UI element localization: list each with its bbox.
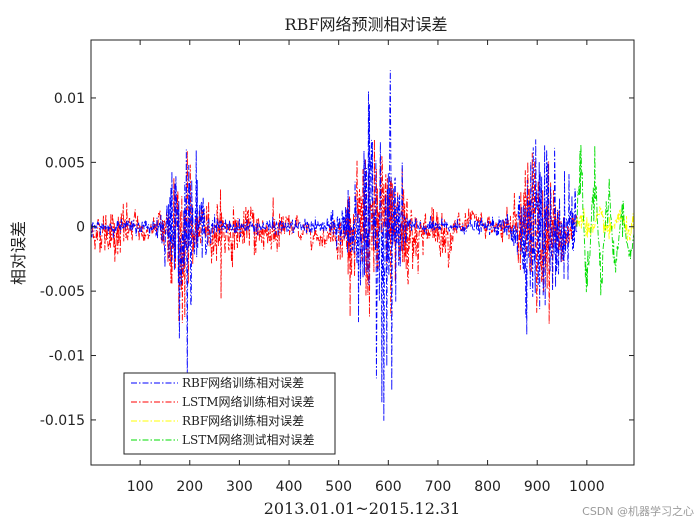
y-tick-label: -0.015 <box>40 413 85 429</box>
y-tick-label: 0.01 <box>54 91 85 107</box>
y-tick-label: -0.01 <box>49 349 85 365</box>
y-tick-label: -0.005 <box>40 284 85 300</box>
x-tick-label: 100 <box>127 479 154 495</box>
x-tick-label: 200 <box>176 479 203 495</box>
x-axis-label: 2013.01.01~2015.12.31 <box>264 499 461 518</box>
legend-entry-label: LSTM网络训练相对误差 <box>182 394 314 409</box>
series-line-0 <box>91 70 578 421</box>
series-line-2 <box>576 206 634 241</box>
series-line-3 <box>576 144 634 296</box>
legend-entry-label: RBF网络训练相对误差 <box>182 413 304 428</box>
legend-entry-label: LSTM网络测试相对误差 <box>182 432 314 447</box>
chart-title: RBF网络预测相对误差 <box>285 15 448 34</box>
x-tick-label: 700 <box>425 479 452 495</box>
x-axis: 100 200 300 400 500 600 700 800 900 1000 <box>127 40 605 495</box>
legend-entry-label: RBF网络训练相对误差 <box>182 375 304 390</box>
legend: RBF网络训练相对误差 LSTM网络训练相对误差 RBF网络训练相对误差 LSTM网络… <box>123 372 336 455</box>
plot-frame <box>90 39 635 466</box>
x-tick-label: 1000 <box>569 479 605 495</box>
x-tick-label: 800 <box>474 479 501 495</box>
x-tick-label: 500 <box>325 479 352 495</box>
y-tick-label: 0 <box>76 220 85 236</box>
x-tick-label: 900 <box>524 479 551 495</box>
x-tick-label: 300 <box>226 479 253 495</box>
y-tick-label: 0.005 <box>45 155 85 171</box>
x-tick-label: 600 <box>375 479 402 495</box>
x-tick-label: 400 <box>276 479 303 495</box>
watermark: CSDN @机器学习之心 <box>582 505 694 518</box>
y-axis: -0.015 -0.01 -0.005 0 0.005 0.01 <box>40 91 634 429</box>
series-layer <box>91 70 634 421</box>
series-line-1 <box>91 139 578 324</box>
y-axis-label: 相对误差 <box>9 221 28 285</box>
